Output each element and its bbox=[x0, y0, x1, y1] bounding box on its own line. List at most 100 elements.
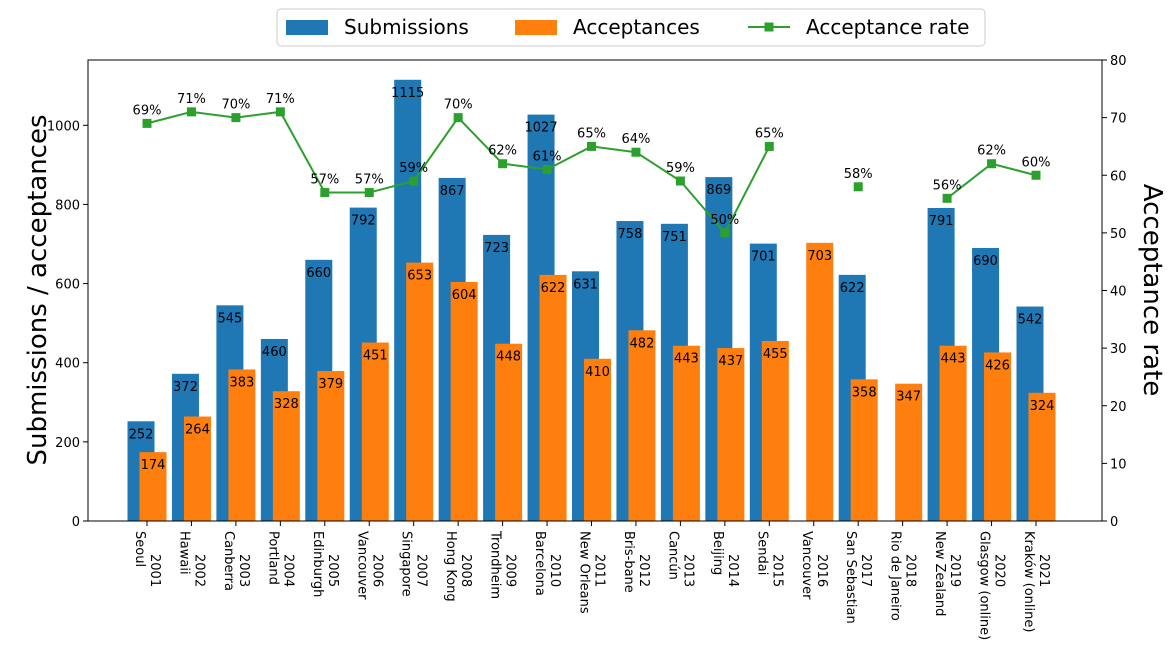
acceptance-rate-marker bbox=[1031, 170, 1041, 180]
y-tick-label: 200 bbox=[55, 436, 80, 451]
acceptance-rate-label: 56% bbox=[933, 178, 962, 193]
acceptance-rate-marker bbox=[987, 159, 997, 169]
y-tick-label: 600 bbox=[55, 278, 80, 293]
acceptances-bar bbox=[584, 358, 611, 521]
x-tick-label: 2010Barcelona bbox=[532, 531, 562, 596]
acceptances-label: 451 bbox=[363, 349, 388, 364]
x-tick-label: 2013Cancún bbox=[665, 531, 695, 587]
x-tick-place: Kraków (online) bbox=[1021, 531, 1036, 632]
acceptance-rate-label: 50% bbox=[710, 213, 739, 228]
x-tick-year: 2009 bbox=[503, 554, 518, 587]
x-tick-place: Vancouver bbox=[799, 531, 814, 600]
acceptances-bar bbox=[228, 369, 256, 521]
legend-swatch-submissions bbox=[286, 20, 328, 35]
acceptance-rate-marker bbox=[364, 188, 374, 198]
x-tick-place: Vancouver bbox=[354, 531, 369, 600]
acceptance-rate-marker bbox=[631, 147, 641, 157]
acceptances-bar bbox=[361, 342, 389, 521]
x-tick-label: 2007Singapore bbox=[399, 531, 429, 597]
x-tick-place: Portland bbox=[265, 531, 280, 585]
acceptance-rate-marker bbox=[275, 107, 285, 117]
acceptance-rate-label: 58% bbox=[844, 167, 873, 182]
x-tick-place: Seoul bbox=[132, 531, 147, 567]
acceptances-label: 622 bbox=[541, 281, 566, 296]
y2-tick-label: 70 bbox=[1110, 112, 1127, 127]
submissions-label: 792 bbox=[351, 214, 376, 229]
acceptances-label: 264 bbox=[185, 423, 210, 438]
x-tick-place: Trondheim bbox=[488, 530, 503, 599]
acceptance-rate-marker bbox=[542, 164, 552, 174]
y-tick-label: 800 bbox=[55, 198, 80, 213]
acceptance-rate-label: 59% bbox=[666, 161, 695, 176]
x-tick-place: Bris-bane bbox=[621, 531, 636, 593]
acceptances-bar bbox=[806, 242, 834, 521]
y-tick-label: 400 bbox=[55, 357, 80, 372]
acceptance-rate-label: 60% bbox=[1022, 155, 1051, 170]
y2-tick-label: 10 bbox=[1110, 457, 1127, 472]
x-tick-place: Cancún bbox=[665, 531, 680, 580]
x-tick-place: Sendai bbox=[754, 531, 769, 575]
legend-label-acceptances: Acceptances bbox=[573, 15, 700, 39]
acceptances-label: 426 bbox=[985, 358, 1010, 373]
x-tick-place: San Sebastian bbox=[843, 531, 858, 624]
x-tick-year: 2012 bbox=[636, 554, 651, 587]
acceptances-label: 358 bbox=[852, 385, 877, 400]
acceptances-bar bbox=[272, 391, 300, 521]
x-tick-place: Canberra bbox=[221, 531, 236, 591]
x-tick-year: 2005 bbox=[325, 554, 340, 587]
x-tick-year: 2019 bbox=[947, 554, 962, 587]
acceptance-rate-label: 61% bbox=[533, 149, 562, 164]
legend-swatch-acceptances bbox=[515, 20, 557, 35]
x-tick-label: 2002Hawaii bbox=[176, 531, 206, 587]
x-tick-place: Glasgow (online) bbox=[977, 531, 992, 640]
x-tick-label: 2019New Zealand bbox=[932, 531, 962, 616]
acceptance-rate-label: 65% bbox=[577, 126, 606, 141]
y-axis-label: Submissions / acceptances bbox=[23, 114, 53, 465]
acceptance-rate-marker bbox=[186, 107, 196, 117]
acceptances-label: 443 bbox=[941, 352, 966, 367]
acceptances-bar bbox=[139, 452, 167, 521]
acceptances-label: 604 bbox=[452, 288, 477, 303]
submissions-label: 867 bbox=[440, 184, 465, 199]
acceptances-label: 174 bbox=[141, 458, 166, 473]
x-tick-label: 2009Trondheim bbox=[488, 530, 518, 599]
x-tick-year: 2010 bbox=[547, 554, 562, 587]
x-tick-year: 2021 bbox=[1036, 554, 1051, 587]
acceptances-label: 410 bbox=[585, 365, 610, 380]
acceptance-rate-marker bbox=[853, 182, 863, 192]
x-tick-label: 2017San Sebastian bbox=[843, 531, 873, 624]
submissions-label: 460 bbox=[262, 345, 287, 360]
submissions-label: 1027 bbox=[525, 121, 558, 136]
acceptance-rate-marker bbox=[587, 141, 596, 151]
acceptances-label: 328 bbox=[274, 397, 299, 412]
acceptance-rate-label: 57% bbox=[355, 173, 384, 188]
acceptances-label: 455 bbox=[763, 347, 788, 362]
x-tick-label: 2020Glasgow (online) bbox=[977, 531, 1007, 640]
x-tick-label: 2021Kraków (online) bbox=[1021, 531, 1051, 632]
acceptances-bar bbox=[495, 343, 523, 521]
acceptances-bar bbox=[628, 330, 656, 521]
submissions-label: 869 bbox=[706, 183, 731, 198]
acceptances-label: 379 bbox=[318, 377, 343, 392]
submissions-label: 660 bbox=[306, 266, 331, 281]
x-tick-year: 2017 bbox=[858, 554, 873, 587]
rate-line-layer bbox=[142, 107, 1041, 238]
y2-axis-label: Acceptance rate bbox=[1137, 184, 1167, 396]
x-tick-label: 2001Seoul bbox=[132, 531, 162, 587]
acceptances-label: 482 bbox=[630, 336, 655, 351]
x-tick-place: Hong Kong bbox=[443, 531, 458, 602]
x-tick-place: Barcelona bbox=[532, 531, 547, 596]
acceptances-label: 437 bbox=[718, 354, 743, 369]
submissions-label: 701 bbox=[751, 250, 776, 265]
submissions-label: 622 bbox=[840, 281, 865, 296]
x-tick-year: 2004 bbox=[280, 554, 295, 587]
acceptances-bar bbox=[761, 340, 789, 521]
x-tick-year: 2003 bbox=[236, 554, 251, 587]
submissions-label: 542 bbox=[1018, 313, 1043, 328]
submissions-label: 758 bbox=[618, 227, 643, 242]
x-tick-year: 2015 bbox=[769, 554, 784, 587]
axes-layer: 02004006008001000010203040506070802001Se… bbox=[47, 54, 1127, 640]
y2-tick-label: 0 bbox=[1110, 515, 1118, 530]
bar-layer bbox=[127, 79, 1056, 522]
